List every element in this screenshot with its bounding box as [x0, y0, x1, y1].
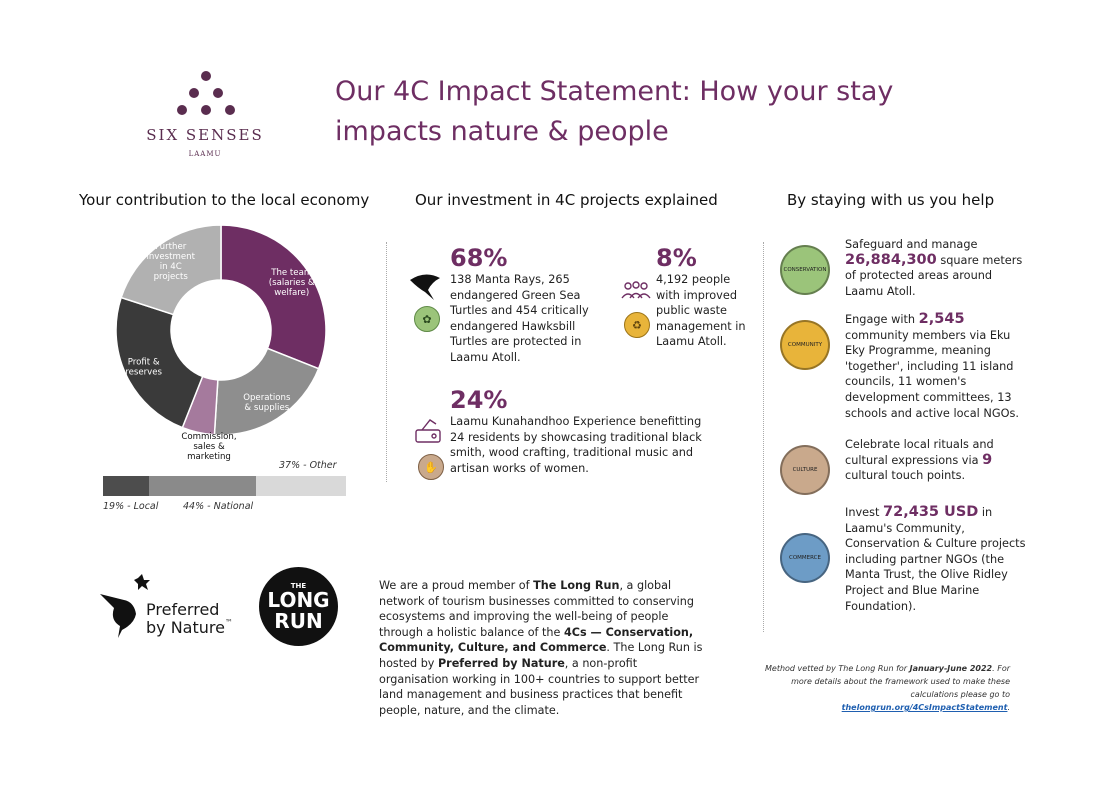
investment-item-manta: 68% ✿ 138 Manta Rays, 265 endangered Gre… [408, 244, 593, 366]
preferred-by-nature-logo: Preferred by Nature™ [98, 572, 238, 638]
manta-text: 138 Manta Rays, 265 endangered Green Sea… [450, 273, 589, 364]
brand-location: LAAMU [188, 150, 222, 158]
method-text-1: Method vetted by The Long Run for [765, 664, 910, 673]
method-text-2: . For more details about the framework u… [791, 664, 1010, 699]
about-text-1: We are a proud member of [379, 579, 534, 592]
culture-small-icon: ✋ [418, 454, 444, 480]
hummingbird-icon [100, 574, 150, 638]
long-run-line-1: LONG [267, 587, 330, 612]
help-text: Invest 72,435 USD in Laamu's Community, … [845, 504, 1028, 614]
help-text-pre: Celebrate local rituals and cultural exp… [845, 438, 994, 467]
waste-text: 4,192 people with improved public waste … [656, 273, 746, 349]
community-small-icon: ♻ [624, 312, 650, 338]
economy-donut-chart: The team (salaries & welfare) Operations & s… [115, 224, 327, 462]
help-number: 72,435 USD [883, 504, 979, 520]
bar-label-other: 37% - Other [279, 460, 337, 471]
title-line-2: impacts nature & people [335, 116, 669, 147]
divider-left [386, 242, 387, 482]
about-bold-3: Preferred by Nature [437, 656, 565, 670]
help-text-pre: Invest [845, 506, 884, 519]
about-paragraph: We are a proud member of The Long Run, a… [379, 578, 709, 718]
help-text-post: in Laamu's Community, Conservation & Cul… [845, 506, 1026, 613]
help-text-pre: Safeguard and manage [845, 238, 978, 251]
donut-label: Further investment in 4C projects [146, 242, 195, 282]
donut-label: Commission, sales & marketing [181, 432, 236, 462]
about-text-4: , a non-profit organisation working in 1… [379, 656, 700, 717]
help-heading: By staying with us you help [787, 191, 995, 209]
bar-segment [256, 476, 346, 496]
4c-badge-icon: COMMERCE [780, 533, 830, 583]
pct-24: 24% [450, 386, 508, 414]
economy-heading: Your contribution to the local economy [79, 191, 370, 209]
conservation-small-icon: ✿ [414, 306, 440, 332]
donut-slice [115, 296, 204, 429]
bar-label-national: 44% - National [183, 501, 254, 512]
investment-item-waste: 8% ♻ 4,192 people with improved public w… [620, 244, 750, 350]
help-text: Engage with 2,545 community members via … [845, 311, 1028, 421]
4c-badge-icon: COMMUNITY [780, 320, 830, 370]
4c-badge-icon: CULTURE [780, 445, 830, 495]
bar-segment [149, 476, 257, 496]
investment-heading: Our investment in 4C projects explained [415, 191, 718, 209]
method-text-3: . [1007, 703, 1010, 712]
about-bold-2: 4Cs — Conservation, Community, Culture, … [379, 625, 694, 655]
people-icon [621, 281, 651, 299]
donut-label: Profit & reserves [125, 357, 162, 377]
bar-label-local: 19% - Local [103, 501, 159, 512]
4c-badge-icon: CONSERVATION [780, 245, 830, 295]
help-number: 2,545 [918, 311, 965, 327]
help-text-post: cultural touch points. [845, 469, 966, 483]
pbn-line-2-wrap: by Nature™ [146, 618, 233, 637]
help-text: Safeguard and manage 26,884,300 square m… [845, 237, 1028, 299]
manta-ray-icon [410, 274, 440, 300]
method-period: January-June 2022 [909, 664, 993, 673]
title-line-1: Our 4C Impact Statement: How your stay [335, 76, 894, 107]
long-run-the: THE [290, 581, 307, 590]
six-senses-logo: SIX SENSES LAAMU [140, 68, 270, 168]
about-text-2: , a global network of tourism businesses… [379, 579, 694, 639]
page-title: Our 4C Impact Statement: How your stay i… [335, 72, 1035, 152]
about-text-3: . The Long Run is hosted by [379, 641, 703, 670]
culture-text: Laamu Kunahandhoo Experience benefitting… [450, 415, 702, 475]
divider-right [763, 242, 764, 632]
crafts-icon [415, 419, 441, 443]
brand-name: SIX SENSES [146, 126, 264, 144]
investment-item-culture: 24% ✋ Laamu Kunahandhoo Experience benef… [414, 386, 714, 480]
help-number: 9 [982, 451, 993, 468]
pct-68: 68% [450, 244, 508, 272]
help-text: Celebrate local rituals and cultural exp… [845, 437, 1028, 484]
the-long-run-logo: THE LONG RUN [259, 567, 338, 646]
donut-slice [220, 224, 327, 370]
help-number: 26,884,300 [845, 251, 937, 268]
help-text-post: community members via Eku Eky Programme,… [845, 328, 1019, 420]
about-bold-1: The Long Run [533, 579, 620, 592]
bar-segment [103, 476, 150, 496]
pct-8: 8% [656, 244, 697, 272]
long-run-line-2: RUN [274, 608, 323, 633]
pbn-tm: ™ [224, 618, 233, 627]
pbn-line-1: Preferred [146, 600, 220, 619]
donut-label: Operations & supplies [243, 393, 291, 413]
help-text-pre: Engage with [845, 313, 919, 326]
method-note: Method vetted by The Long Run for Januar… [750, 662, 1010, 714]
economy-bar [103, 476, 346, 496]
method-link[interactable]: thelongrun.org/4CsImpactStatement [841, 703, 1008, 712]
donut-slice [120, 224, 222, 316]
help-text-post: square meters of protected areas around … [845, 253, 1023, 298]
donut-slice [213, 347, 320, 436]
pbn-line-2: by Nature [146, 618, 225, 637]
dots-logo-icon [177, 71, 235, 115]
donut-label: The team (salaries & welfare) [269, 268, 315, 298]
